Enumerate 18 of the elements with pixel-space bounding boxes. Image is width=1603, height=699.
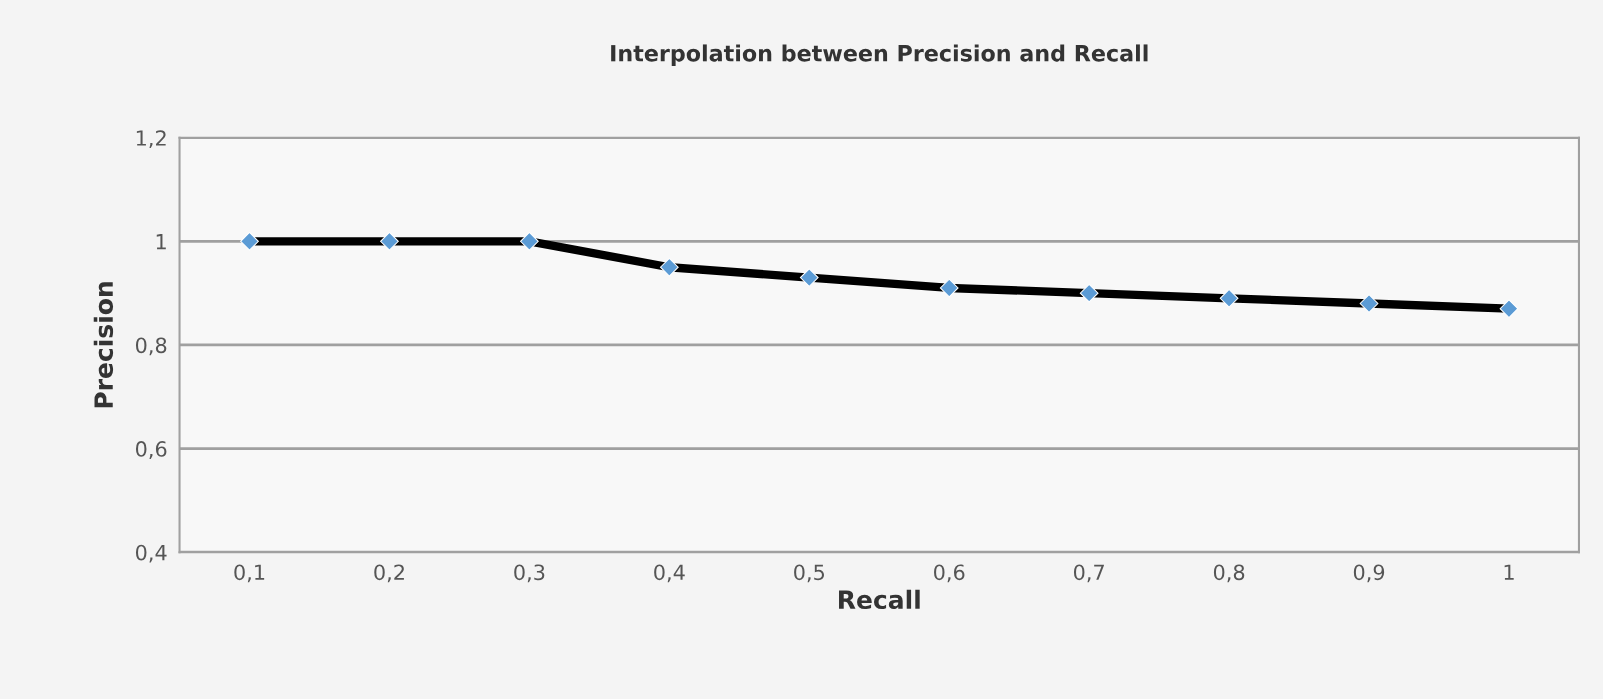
x-tick-label: 0,4	[654, 564, 685, 583]
x-tick-label: 0,9	[1353, 564, 1385, 583]
y-tick-label: 1,2	[136, 130, 166, 149]
x-tick-label: 0,6	[934, 564, 965, 583]
y-tick-label: 0,8	[135, 337, 167, 356]
chart-title: Interpolation between Precision and Recall	[611, 44, 1148, 66]
x-tick-label: 0,5	[794, 564, 825, 583]
x-tick-label: 0,7	[1073, 564, 1104, 583]
x-axis-title: Recall	[839, 589, 920, 610]
x-tick-label: 0,3	[514, 564, 545, 583]
x-tick-label: 1	[1504, 564, 1514, 580]
y-axis-title: Precision	[93, 282, 114, 408]
x-tick-label: 0,1	[234, 564, 265, 583]
y-tick-label: 0,4	[135, 544, 167, 563]
x-tick-label: 0,8	[1213, 564, 1245, 583]
y-tick-label: 1	[156, 234, 166, 250]
y-tick-label: 0,6	[135, 441, 167, 459]
x-tick-label: 0,2	[374, 564, 404, 583]
